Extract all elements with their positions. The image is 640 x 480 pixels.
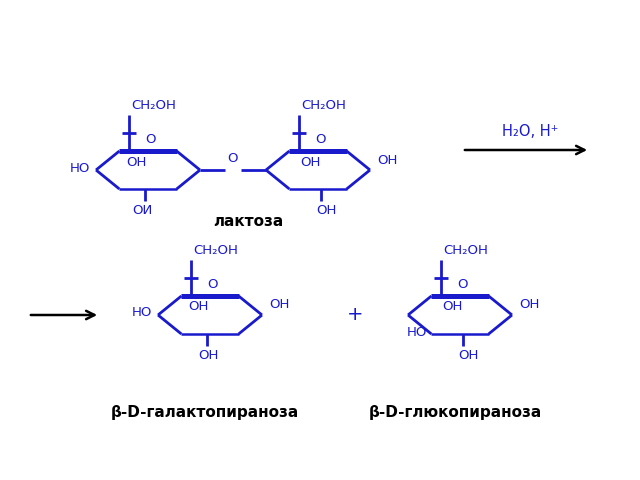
Text: β-D-глюкопираноза: β-D-глюкопираноза (369, 405, 541, 420)
Text: OИ: OИ (132, 204, 152, 217)
Text: OH: OH (126, 156, 146, 168)
Text: OH: OH (458, 349, 478, 362)
Text: O: O (207, 278, 218, 291)
Text: O: O (458, 278, 468, 291)
Text: H₂O, H⁺: H₂O, H⁺ (502, 124, 558, 140)
Text: OH: OH (316, 204, 336, 217)
Text: β-D-галактопираноза: β-D-галактопираноза (111, 405, 299, 420)
Text: HO: HO (70, 161, 90, 175)
Text: HO: HO (132, 307, 152, 320)
Text: OH: OH (300, 156, 320, 168)
Text: +: + (347, 305, 364, 324)
Text: OH: OH (519, 299, 540, 312)
Text: OH: OH (198, 349, 218, 362)
Text: OH: OH (188, 300, 208, 313)
Text: O: O (228, 152, 238, 165)
Text: CH₂OH: CH₂OH (132, 99, 177, 112)
Text: лактоза: лактоза (213, 215, 283, 229)
Text: OH: OH (269, 299, 289, 312)
Text: CH₂OH: CH₂OH (194, 244, 239, 257)
Text: OH: OH (377, 154, 397, 167)
Text: HO: HO (407, 325, 428, 338)
Text: OH: OH (442, 300, 462, 313)
Text: CH₂OH: CH₂OH (301, 99, 347, 112)
Text: O: O (316, 133, 326, 146)
Text: CH₂OH: CH₂OH (444, 244, 488, 257)
Text: O: O (145, 133, 156, 146)
